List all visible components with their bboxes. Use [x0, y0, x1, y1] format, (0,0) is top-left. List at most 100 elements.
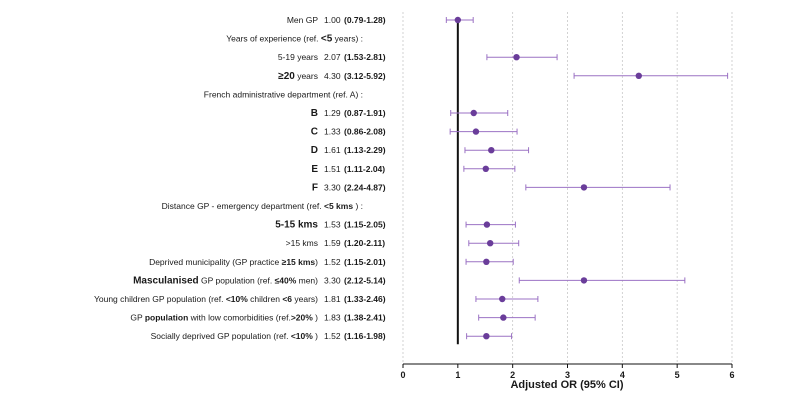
x-axis-title: Adjusted OR (95% CI) — [510, 379, 623, 391]
estimate-row: Deprived municipality (GP practice ≥15 k… — [149, 257, 514, 267]
forest-rows: Men GP 1.00 (0.79-1.28) Years of experience… — [94, 15, 729, 341]
row-label-segment: <10% — [226, 294, 248, 304]
estimate-row: B 1.29 (0.87-1.91) — [311, 108, 509, 119]
or-value: 1.00 — [324, 15, 341, 25]
x-tick-label: 0 — [400, 370, 405, 380]
estimate-row: Young children GP population (ref. <10% … — [94, 294, 539, 304]
row-label-segment: E — [311, 164, 318, 175]
or-value: 1.52 — [324, 257, 341, 267]
ci-text: (1.13-2.29) — [344, 145, 386, 155]
estimate-row: >15 kms 1.59 (1.20-2.11) — [286, 238, 520, 248]
row-label-segment: ) — [315, 257, 318, 267]
row-label-segment: ) — [313, 313, 318, 323]
row-label-segment: ≤40% — [275, 275, 297, 285]
row-label-segment: Deprived municipality (GP practice — [149, 257, 282, 267]
row-label-segment: population — [145, 313, 188, 323]
or-value: 1.33 — [324, 127, 341, 137]
x-tick-label: 4 — [620, 370, 625, 380]
row-label-segment: 5-15 kms — [275, 220, 318, 231]
row-label-segment: ≥20 — [278, 71, 295, 82]
row-label-segment: with low comorbidities (ref. — [188, 313, 291, 323]
or-value: 1.53 — [324, 220, 341, 230]
row-label-segment: >20% — [291, 313, 313, 323]
ci-text: (3.12-5.92) — [344, 71, 386, 81]
ci-text: (1.38-2.41) — [344, 313, 386, 323]
ci-text: (0.87-1.91) — [344, 108, 386, 118]
row-label-segment: GP population (ref. — [199, 275, 275, 285]
or-value: 4.30 — [324, 71, 341, 81]
row-label: B — [311, 108, 318, 119]
row-label: Deprived municipality (GP practice ≥15 k… — [149, 257, 318, 267]
x-tick-label: 1 — [455, 370, 460, 380]
or-value: 1.29 — [324, 108, 341, 118]
estimate-row: E 1.51 (1.11-2.04) — [311, 164, 516, 175]
or-value: 1.52 — [324, 331, 341, 341]
x-axis: 0 1 2 3 4 5 6 — [400, 363, 735, 380]
row-label-segment: GP — [130, 313, 145, 323]
or-value: 1.81 — [324, 294, 341, 304]
or-point — [513, 54, 520, 61]
row-label: Men GP — [287, 15, 319, 25]
row-label: E — [311, 164, 318, 175]
estimate-row: Socially deprived GP population (ref. <1… — [151, 331, 513, 341]
row-label: 5-19 years — [278, 52, 318, 62]
or-point — [635, 72, 642, 80]
estimate-row: Men GP 1.00 (0.79-1.28) — [287, 15, 474, 25]
row-label: Young children GP population (ref. <10% … — [94, 294, 318, 304]
row-label-segment: Men GP — [287, 15, 319, 25]
estimate-row: GP population with low comorbidities (re… — [130, 313, 536, 323]
or-point — [499, 295, 506, 303]
or-point — [483, 221, 491, 228]
or-value: 2.07 — [324, 52, 341, 62]
row-label-segment: French administrative department (ref. A… — [204, 89, 363, 99]
row-label-segment: B — [311, 108, 318, 119]
row-label-segment: <5 kms — [324, 201, 353, 211]
or-value: 3.30 — [324, 182, 341, 192]
ci-text: (0.79-1.28) — [344, 15, 386, 25]
estimate-row: C 1.33 (0.86-2.08) — [311, 127, 518, 138]
or-value: 1.61 — [324, 145, 341, 155]
ci-text: (1.15-2.05) — [344, 220, 386, 230]
row-label: Distance GP - emergency department (ref.… — [162, 201, 363, 211]
row-label-segment: years) — [292, 294, 318, 304]
x-tick-label: 5 — [675, 370, 680, 380]
row-label: Socially deprived GP population (ref. <1… — [151, 331, 319, 341]
row-label-segment: Distance GP - emergency department (ref. — [162, 201, 324, 211]
section-header-row: Years of experience (ref. <5 years) : — [226, 34, 363, 45]
row-label-segment: years — [295, 71, 318, 81]
ci-text: (2.12-5.14) — [344, 275, 386, 285]
row-label-segment: children — [248, 294, 283, 304]
row-label-segment: >15 kms — [286, 238, 318, 248]
x-tick-label: 6 — [729, 370, 734, 380]
ci-text: (1.15-2.01) — [344, 257, 386, 267]
or-point — [580, 277, 588, 284]
row-label: Masculanised GP population (ref. ≤40% me… — [133, 275, 318, 286]
row-label: French administrative department (ref. A… — [204, 89, 363, 99]
vertical-gridlines — [402, 12, 733, 364]
row-label-segment: 5-19 years — [278, 52, 318, 62]
estimate-row: F 3.30 (2.24-4.87) — [312, 182, 671, 193]
row-label-segment: years) : — [332, 34, 363, 44]
row-label: C — [311, 127, 318, 138]
row-label: F — [312, 182, 318, 193]
section-header-row: French administrative department (ref. A… — [204, 89, 363, 99]
estimate-row: D 1.61 (1.13-2.29) — [311, 145, 530, 156]
or-point — [488, 147, 495, 154]
row-label-segment: D — [311, 145, 318, 156]
row-label-segment: <6 — [282, 294, 292, 304]
row-label-segment: ) — [313, 331, 318, 341]
row-label-segment: C — [311, 127, 318, 138]
x-tick-label: 2 — [510, 370, 515, 380]
ci-text: (1.53-2.81) — [344, 52, 386, 62]
row-label-segment: Socially deprived GP population (ref. — [151, 331, 291, 341]
or-point — [500, 314, 507, 321]
or-value: 1.59 — [324, 238, 341, 248]
row-label: D — [311, 145, 318, 156]
or-value: 1.51 — [324, 164, 341, 174]
estimate-row: Masculanised GP population (ref. ≤40% me… — [133, 275, 686, 286]
row-label-segment: ) : — [353, 201, 363, 211]
row-label-segment: Years of experience (ref. — [226, 34, 321, 44]
ci-text: (1.11-2.04) — [344, 164, 385, 174]
section-header-row: Distance GP - emergency department (ref.… — [162, 201, 363, 211]
